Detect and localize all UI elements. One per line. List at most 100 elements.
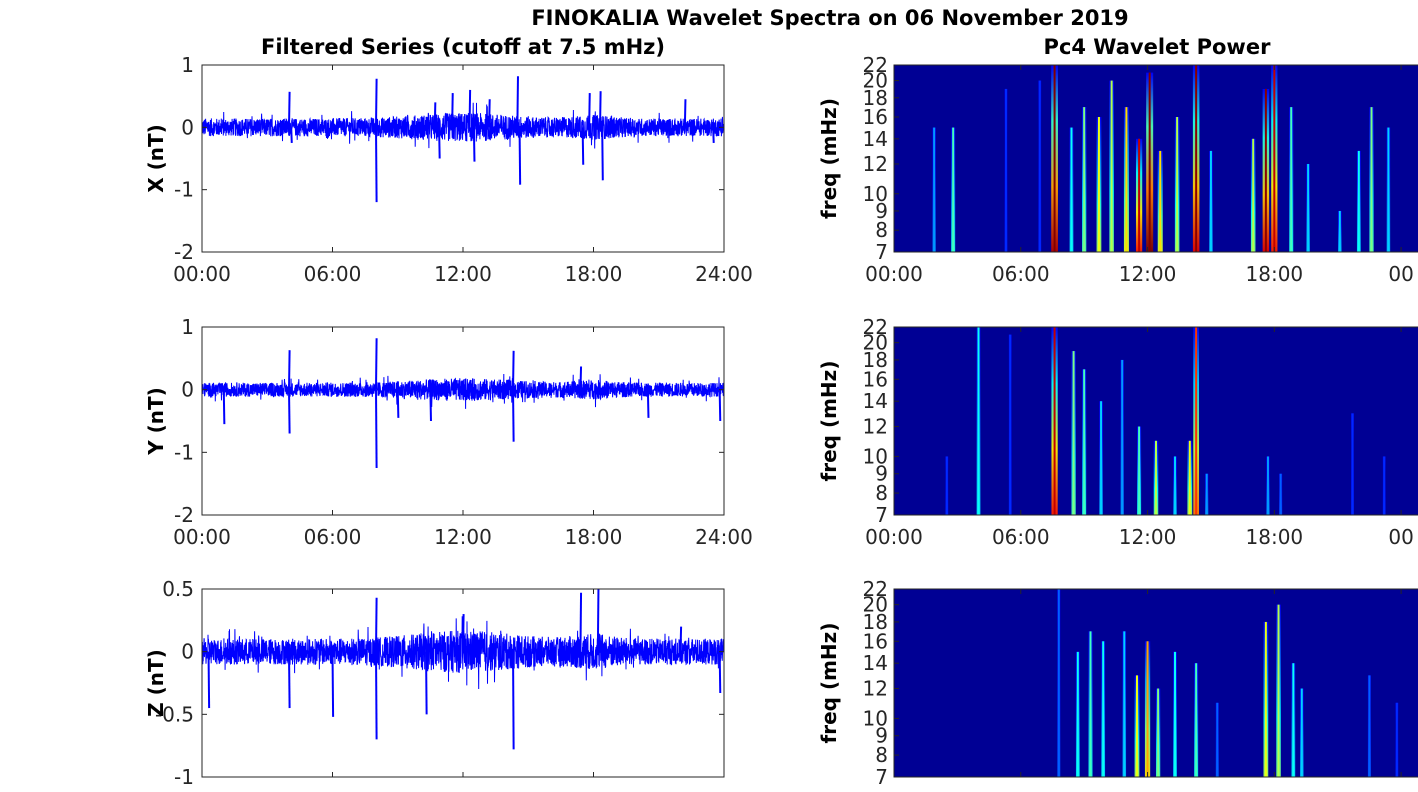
x-tick-label: 12:00 [1119,525,1177,549]
y-axis-label: freq (mHz) [817,623,841,744]
y-tick-label: 7 [875,503,888,527]
wavelet-burst-core [1266,456,1269,515]
spike-point [512,350,515,390]
spike-point [601,127,604,181]
x-tick-label: 00 [1388,525,1413,549]
wavelet-burst-core [1368,675,1371,777]
x-tick-label: 18:00 [1246,525,1304,549]
wavelet-burst-core [1053,65,1056,252]
wavelet-burst-core [1300,688,1303,777]
spike-point [512,389,515,442]
x-tick-label: 06:00 [992,262,1050,286]
spike-point [375,78,378,128]
spike-point [588,93,591,128]
wavelet-burst-core [1072,351,1075,515]
x-tick-label: 00:00 [173,525,231,549]
x-tick-label: 12:00 [1119,262,1177,286]
x-tick-label: 00:00 [173,262,231,286]
spike-point [433,102,437,128]
y-tick-label: 8 [875,481,888,505]
line-panel-z: 0.5 0 -0.5 -1 Z (nT) [144,577,725,789]
heatmap-background [894,65,1418,252]
wavelet-burst-core [1195,663,1198,777]
wavelet-burst-core [1097,117,1100,252]
spike-point [462,614,465,652]
axes-box [893,64,1418,253]
y-tick-label: 9 [875,724,888,748]
wavelet-burst-core [1307,163,1310,252]
wavelet-burst-core [952,127,955,252]
spike-point [438,127,441,159]
wavelet-burst-core [1123,631,1126,777]
wavelet-burst-core [1277,604,1280,777]
spike-point [331,651,335,717]
spike-point [288,350,291,390]
wavelet-burst-core [1083,369,1086,515]
series-trace [202,373,724,409]
line-panel-x: 1 0 -1 -200:00 06:00 12:00 18:00 24:00 X (nT) [144,53,753,286]
y-tick-label: 12 [863,415,888,439]
y-tick-label: 16 [863,629,888,653]
wavelet-burst-core [1387,127,1390,252]
spike-point [468,89,472,128]
series-trace [202,102,724,149]
wavelet-burst-core [1138,426,1141,515]
y-tick-label: 16 [863,105,888,129]
y-axis-label: freq (mHz) [817,361,841,482]
y-axis-label: X (nT) [144,124,168,193]
y-tick-label: 18 [863,348,888,372]
wavelet-burst-core [1351,413,1354,515]
spike-point [375,389,378,469]
y-tick-label: 8 [875,218,888,242]
line-panel-y: 1 0 -1 -200:00 06:00 12:00 18:00 24:00 Y (nT) [144,315,753,549]
y-tick-label: 7 [875,240,888,264]
y-tick-label: 0.5 [162,577,194,601]
wavelet-burst-core [1057,589,1060,777]
spike-point [683,99,687,128]
wavelet-burst-core [1100,401,1103,515]
y-tick-label: 1 [181,53,194,77]
spike-point [579,366,583,390]
spike-point [516,76,519,128]
y-tick-label: 0 [181,640,194,664]
y-tick-label: -1 [174,765,194,788]
x-tick-label: 12:00 [434,262,492,286]
wavelet-burst-core [1195,327,1198,515]
wavelet-burst-core [1135,675,1138,777]
wavelet-burst-core [1157,688,1160,777]
y-tick-label: 18 [863,610,888,634]
wavelet-burst-core [1004,88,1007,252]
spike-point [718,389,722,422]
y-tick-label: 16 [863,367,888,391]
y-tick-label: 18 [863,86,888,110]
x-tick-label: 06:00 [304,525,362,549]
x-tick-label: 18:00 [565,262,623,286]
wavelet-burst-core [1174,651,1177,777]
spike-point [288,651,291,709]
spike-point [375,597,378,652]
spike-point [290,127,293,143]
spike-point [579,592,583,652]
spike-point [425,651,428,715]
spike-point [288,389,291,434]
x-tick-label: 06:00 [304,262,362,286]
wavelet-burst-core [1205,473,1208,515]
wavelet-burst-core [1264,621,1267,777]
y-tick-label: 9 [875,462,888,486]
wavelet-burst-core [1125,107,1128,252]
x-tick-label: 12:00 [434,525,492,549]
y-tick-label: 14 [863,389,888,413]
wavelet-burst-core [1292,663,1295,777]
spike-point [375,338,378,390]
wavelet-burst-core [1038,80,1041,252]
left-column-title: Filtered Series (cutoff at 7.5 mHz) [261,35,665,59]
y-tick-label: 8 [875,743,888,767]
axes-box [893,588,1418,778]
wavelet-burst-core [933,127,936,252]
y-tick-label: 22 [863,53,888,77]
x-tick-label: 24:00 [695,525,753,549]
